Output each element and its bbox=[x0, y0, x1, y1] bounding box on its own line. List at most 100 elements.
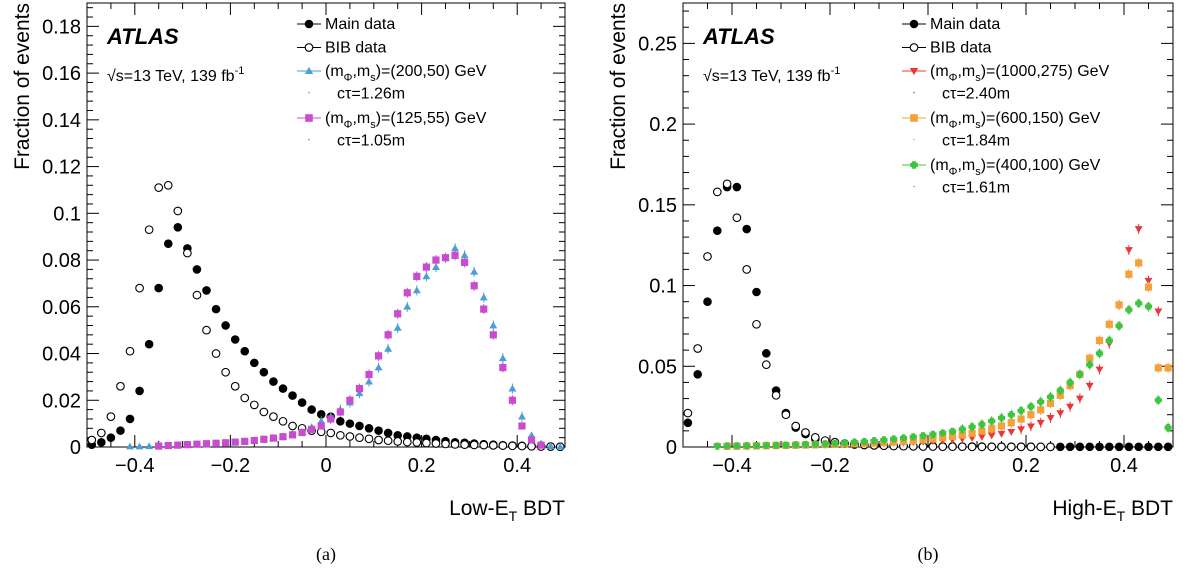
data-point bbox=[364, 434, 374, 444]
data-point bbox=[422, 272, 431, 280]
data-point bbox=[1006, 442, 1016, 452]
data-point bbox=[1046, 399, 1055, 408]
legend-dot bbox=[308, 91, 310, 94]
data-point bbox=[1026, 423, 1035, 431]
data-point bbox=[713, 226, 722, 235]
data-point bbox=[1135, 299, 1143, 307]
data-point bbox=[909, 437, 917, 445]
data-point bbox=[1037, 398, 1045, 406]
data-point bbox=[269, 434, 278, 442]
legend-marker bbox=[910, 114, 918, 122]
data-point bbox=[683, 418, 693, 428]
legend-entry: (mΦ,ms)=(125,55) GeV cτ=1.05m bbox=[297, 110, 487, 150]
data-point bbox=[135, 386, 144, 396]
data-point bbox=[106, 412, 116, 421]
data-point bbox=[1095, 442, 1104, 452]
data-point bbox=[374, 426, 383, 435]
data-point bbox=[1016, 442, 1026, 452]
data-point bbox=[1124, 247, 1133, 254]
legend-dot bbox=[308, 138, 310, 141]
data-point bbox=[1056, 386, 1064, 395]
legend-dot bbox=[913, 138, 915, 141]
data-point bbox=[288, 431, 297, 439]
chart-panel-b: −0.4 −0.2 0 0.2 0.4 0 0.05 0.1 0.15 0.2 0.25 Fracti… bbox=[607, 2, 1174, 565]
data-point bbox=[374, 363, 383, 371]
y-tick-label: 0.15 bbox=[638, 195, 677, 217]
legend-entry: BIB data bbox=[297, 40, 386, 57]
legend-label: BIB data bbox=[325, 40, 386, 57]
data-point bbox=[1154, 308, 1163, 316]
data-point bbox=[987, 432, 996, 440]
data-point bbox=[1134, 442, 1143, 452]
y-tick-label: 0.2 bbox=[649, 114, 677, 136]
data-point bbox=[919, 432, 927, 440]
legend-dot bbox=[913, 91, 915, 94]
data-point bbox=[1095, 336, 1104, 345]
data-point bbox=[527, 441, 536, 451]
data-point bbox=[1007, 428, 1016, 436]
data-point bbox=[1144, 442, 1153, 452]
data-point bbox=[183, 441, 191, 449]
data-point bbox=[899, 434, 908, 442]
y-tick-label: 0.18 bbox=[42, 16, 81, 38]
data-point bbox=[1026, 442, 1036, 452]
data-point bbox=[810, 432, 820, 442]
data-point bbox=[732, 182, 742, 192]
data-point bbox=[431, 263, 440, 270]
data-point bbox=[860, 437, 868, 446]
data-point bbox=[383, 436, 393, 446]
data-point bbox=[155, 442, 163, 450]
data-point bbox=[968, 423, 976, 431]
data-point bbox=[556, 442, 565, 450]
data-point bbox=[791, 421, 801, 431]
y-tick-label: 0.04 bbox=[42, 344, 81, 366]
data-point bbox=[1075, 395, 1084, 403]
data-point bbox=[498, 441, 508, 450]
data-point bbox=[1046, 415, 1055, 422]
data-point bbox=[183, 248, 192, 258]
data-point bbox=[403, 302, 412, 310]
data-point bbox=[733, 442, 741, 450]
data-point bbox=[752, 287, 761, 297]
legend-marker bbox=[909, 19, 919, 29]
data-point bbox=[135, 283, 144, 293]
data-point bbox=[703, 252, 712, 261]
data-point bbox=[978, 420, 986, 428]
data-point bbox=[1125, 306, 1133, 314]
data-point bbox=[384, 344, 393, 352]
data-point bbox=[821, 440, 829, 448]
data-point bbox=[202, 325, 211, 335]
y-tick-label: 0.02 bbox=[42, 390, 81, 412]
energy-label: √s=13 TeV, 139 fb-1 bbox=[703, 65, 840, 85]
data-point bbox=[250, 358, 259, 368]
data-point bbox=[508, 384, 517, 392]
legend-label: (mΦ,ms)=(1000,275) GeV bbox=[930, 63, 1110, 84]
data-point bbox=[394, 310, 402, 318]
data-point bbox=[811, 440, 819, 448]
y-tick-label: 0.25 bbox=[638, 33, 677, 55]
data-point bbox=[762, 349, 771, 358]
data-point bbox=[712, 187, 722, 197]
data-point bbox=[365, 377, 373, 385]
data-point bbox=[422, 438, 431, 448]
legend-entry: (mΦ,ms)=(200,50) GeV cτ=1.26m bbox=[297, 63, 487, 103]
data-point bbox=[988, 425, 996, 433]
y-tick-label: 0 bbox=[666, 437, 677, 459]
data-point bbox=[781, 410, 791, 420]
legend-entry: (mΦ,ms)=(400,100) GeV cτ=1.61m bbox=[902, 157, 1101, 197]
data-point bbox=[393, 437, 403, 446]
data-point bbox=[192, 290, 202, 300]
data-point bbox=[126, 442, 134, 450]
data-point bbox=[384, 331, 392, 339]
data-point bbox=[968, 429, 976, 437]
data-point bbox=[958, 431, 966, 439]
data-point bbox=[1036, 442, 1046, 452]
data-point bbox=[508, 441, 517, 451]
legend-label: Main data bbox=[325, 16, 395, 33]
legend-marker bbox=[305, 114, 313, 122]
data-point bbox=[460, 440, 469, 450]
atlas-label: ATLAS bbox=[106, 24, 179, 49]
data-point bbox=[202, 440, 211, 448]
x-tick-label: 0 bbox=[922, 455, 933, 477]
data-point bbox=[1105, 320, 1113, 328]
